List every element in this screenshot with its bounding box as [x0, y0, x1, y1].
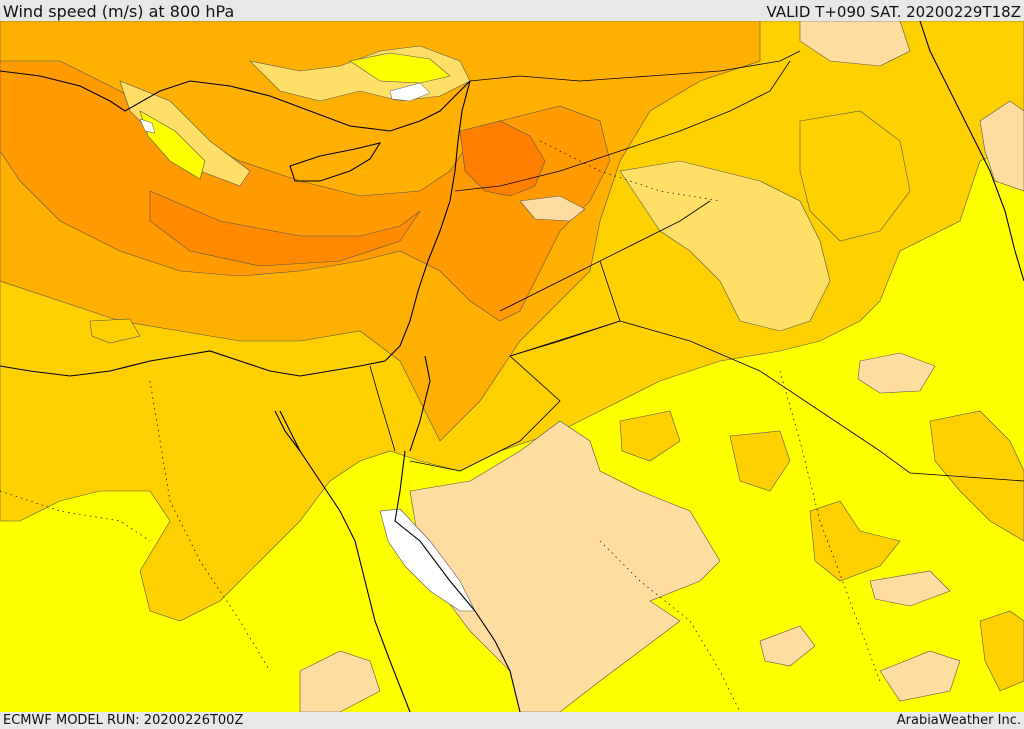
country-border — [499, 200, 711, 312]
coastline — [0, 80, 471, 377]
wind-band-light — [139, 110, 206, 180]
valid-time: VALID T+090 SAT. 20200229T18Z — [766, 3, 1021, 21]
wind-band-light — [619, 160, 831, 332]
calm-tan — [519, 195, 586, 222]
calm-tan — [879, 650, 961, 702]
cyprus-coast — [289, 142, 382, 182]
province-boundary — [0, 490, 151, 542]
country-border — [509, 320, 1024, 482]
red-sea-coast-west — [279, 410, 411, 712]
wind-band-mid — [809, 500, 901, 582]
province-boundary — [539, 140, 721, 202]
calm-tan — [857, 352, 936, 394]
wind-band-mid — [799, 110, 911, 242]
wind-band-core — [459, 120, 546, 197]
wind-band-mid — [619, 410, 681, 462]
map-title: Wind speed (m/s) at 800 hPa — [3, 2, 235, 21]
gulf-of-suez — [274, 410, 301, 452]
persian-gulf-coast — [919, 21, 1024, 282]
wind-band-light — [349, 52, 451, 84]
model-run: ECMWF MODEL RUN: 20200226T00Z — [3, 713, 244, 728]
wind-band-mid — [89, 318, 141, 344]
map-header: Wind speed (m/s) at 800 hPa VALID T+090 … — [0, 0, 1024, 21]
wind-band-light — [119, 80, 251, 187]
province-boundary — [149, 380, 271, 672]
map-footer: ECMWF MODEL RUN: 20200226T00Z ArabiaWeat… — [0, 712, 1024, 729]
gulf-of-aqaba — [409, 355, 431, 452]
calm-tan — [759, 625, 816, 667]
calm-white — [139, 118, 156, 134]
calm-tan — [979, 100, 1024, 192]
red-sea-coast-east — [394, 450, 521, 712]
country-border — [369, 365, 396, 452]
wind-band-core — [149, 190, 421, 267]
country-border — [454, 60, 791, 192]
calm-white — [379, 508, 476, 612]
country-border — [409, 260, 621, 472]
calm-tan — [409, 420, 721, 712]
wind-band-mid — [929, 410, 1024, 542]
wind-speed-map — [0, 21, 1024, 712]
coastline — [0, 70, 471, 132]
calm-tan — [299, 650, 381, 712]
calm-tan — [869, 570, 951, 607]
province-boundary — [779, 370, 881, 682]
calm-tan — [799, 21, 911, 67]
calm-white — [389, 82, 431, 102]
brand-credit: ArabiaWeather Inc. — [896, 713, 1021, 728]
country-border — [469, 50, 801, 82]
wind-band-mid — [729, 430, 791, 492]
wind-band-mid — [979, 610, 1024, 692]
